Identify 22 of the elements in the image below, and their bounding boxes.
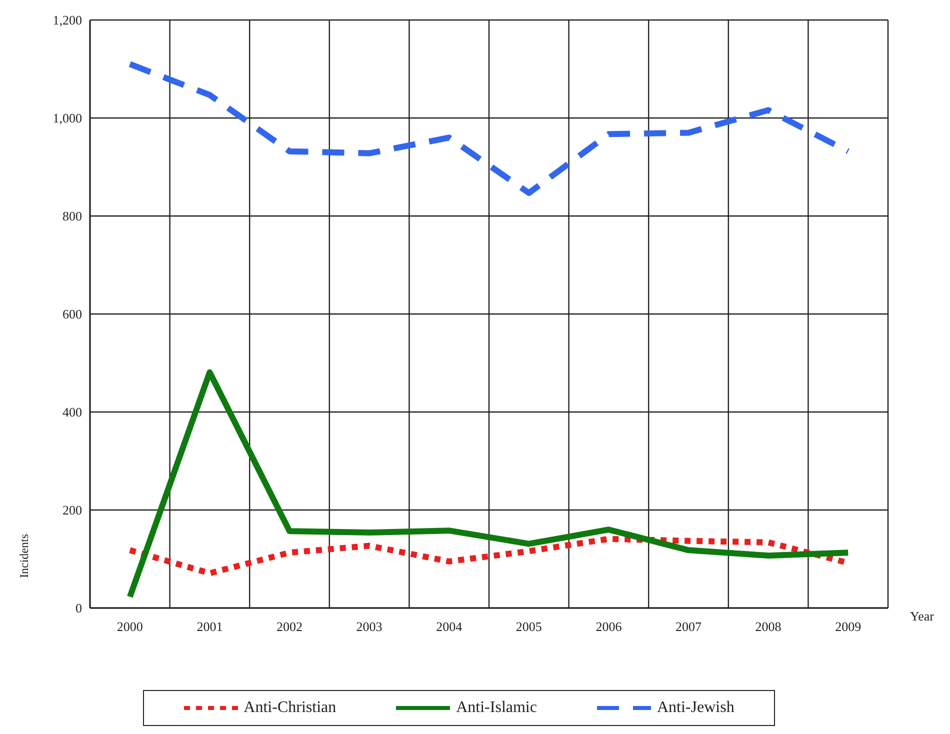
y-tick-label: 1,000: [52, 110, 82, 126]
x-tick-label: 2009: [835, 619, 862, 634]
y-tick-label: 1,200: [52, 12, 82, 28]
x-tick-label: 2006: [596, 619, 622, 634]
x-tick-label: 2008: [755, 619, 782, 634]
y-tick-label: 0: [76, 600, 82, 616]
legend-label: Anti-Jewish: [656, 699, 734, 717]
x-tick-label: 2000: [116, 619, 143, 634]
x-tick-label: 2001: [196, 619, 223, 634]
legend-label: Anti-Islamic: [455, 699, 537, 717]
legend-label: Anti-Christian: [242, 699, 336, 717]
x-tick-label: 2007: [676, 619, 702, 634]
y-axis-title: Incidents: [17, 534, 31, 578]
x-tick-label: 2005: [516, 619, 542, 634]
y-tick-label: 800: [62, 208, 82, 224]
y-tick-label: 600: [62, 306, 82, 322]
x-axis-title: Year: [910, 608, 935, 624]
y-tick-label: 200: [62, 502, 82, 518]
x-tick-label: 2003: [356, 619, 382, 634]
x-tick-label: 2004: [436, 619, 463, 634]
y-tick-label: 400: [62, 404, 82, 420]
x-tick-label: 2002: [276, 619, 302, 634]
